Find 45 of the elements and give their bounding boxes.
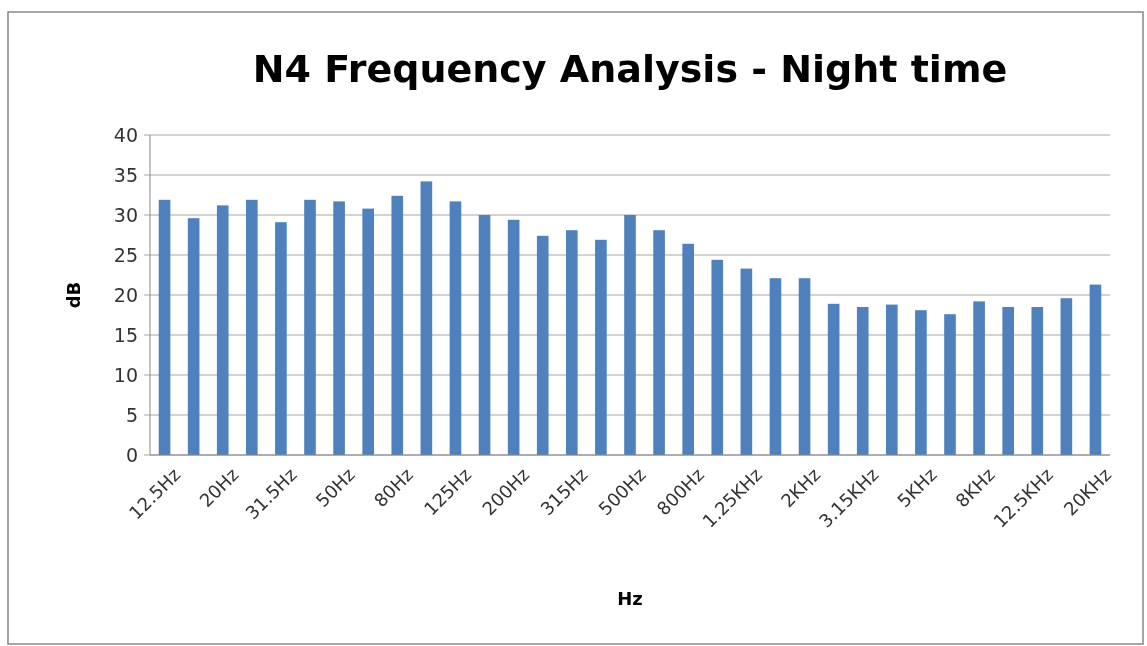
- bar: [566, 230, 578, 455]
- bar: [1089, 284, 1102, 455]
- bar: [944, 314, 956, 455]
- bar: [653, 230, 665, 455]
- bar: [973, 301, 985, 455]
- bar: [740, 268, 753, 455]
- y-tick-label: 25: [113, 243, 138, 266]
- bar: [391, 195, 404, 455]
- y-tick-label: 5: [125, 403, 138, 426]
- y-tick-label: 15: [113, 323, 138, 346]
- bar: [246, 199, 258, 455]
- bar: [478, 215, 491, 455]
- bar: [798, 278, 811, 455]
- y-tick-label: 0: [125, 443, 138, 466]
- bar: [304, 199, 316, 455]
- bar: [856, 307, 869, 455]
- bar: [682, 243, 694, 455]
- bar: [1060, 298, 1073, 455]
- bar: [595, 239, 607, 455]
- bar: [420, 181, 433, 455]
- y-tick-label: 20: [113, 283, 138, 306]
- y-tick-label: 35: [113, 163, 138, 186]
- y-tick-label: 30: [113, 203, 138, 226]
- y-axis-title: dB: [63, 281, 84, 309]
- bar: [769, 278, 782, 455]
- bar: [449, 201, 462, 455]
- bar: [1002, 307, 1014, 455]
- bar: [187, 218, 200, 455]
- bar: [333, 201, 345, 455]
- bar: [158, 199, 171, 455]
- y-tick-label: 10: [113, 363, 138, 386]
- bar: [915, 310, 927, 455]
- bar: [1031, 307, 1044, 455]
- bar: [886, 304, 898, 455]
- y-tick-label: 40: [113, 123, 138, 146]
- x-axis-title: Hz: [617, 588, 643, 609]
- bar: [624, 215, 636, 455]
- bar: [362, 208, 374, 455]
- bar: [507, 219, 520, 455]
- bar: [275, 222, 287, 455]
- bar: [711, 259, 724, 455]
- bar: [216, 205, 229, 455]
- bar: [827, 303, 840, 455]
- bar: [536, 235, 549, 455]
- chart-title: N4 Frequency Analysis - Night time: [252, 47, 1008, 91]
